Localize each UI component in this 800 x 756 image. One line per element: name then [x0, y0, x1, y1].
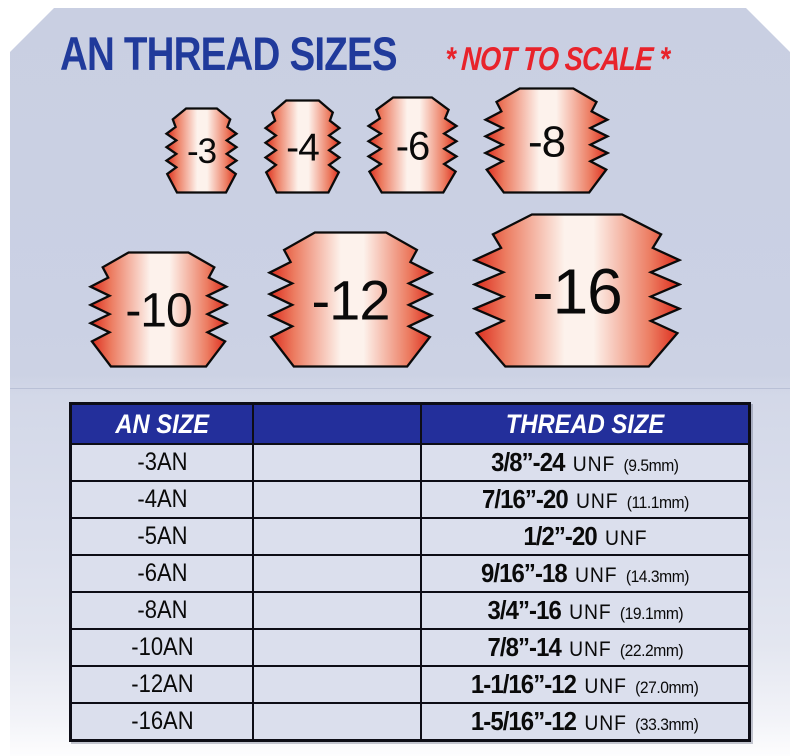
fitting-size-label: -16	[532, 255, 622, 327]
an-fitting-icon: -16	[472, 212, 682, 369]
thread-size-cell: 7/16”-20 UNF (11.1mm)	[421, 481, 750, 518]
panel-divider	[10, 388, 790, 389]
fitting-4-illustration: -4	[263, 98, 342, 195]
thread-standard: UNF	[584, 712, 628, 735]
thread-fraction: 3/4”-16	[487, 595, 561, 625]
page-title: AN THREAD SIZES	[60, 27, 397, 80]
an-size-cell: -10AN	[71, 629, 254, 666]
table-row: -3AN 3/8”-24 UNF (9.5mm)	[71, 444, 750, 481]
header: AN THREAD SIZES * NOT TO SCALE *	[10, 8, 790, 81]
empty-cell	[253, 666, 421, 703]
an-size-cell: -12AN	[71, 666, 254, 703]
thread-fraction: 7/8”-14	[487, 632, 561, 662]
fitting-10-illustration: -10	[88, 250, 229, 369]
an-fitting-icon: -10	[88, 250, 229, 369]
empty-cell	[253, 703, 421, 741]
thread-fraction: 7/16”-20	[481, 484, 568, 514]
thread-size-cell: 3/4”-16 UNF (19.1mm)	[421, 592, 750, 629]
thread-fraction: 1-5/16”-12	[471, 706, 577, 736]
an-size-cell: -6AN	[71, 555, 254, 592]
an-size-cell: -16AN	[71, 703, 254, 741]
table-header-row: AN SIZE THREAD SIZE	[71, 404, 750, 445]
table-row: -8AN 3/4”-16 UNF (19.1mm)	[71, 592, 750, 629]
empty-cell	[253, 518, 421, 555]
table-row: -4AN 7/16”-20 UNF (11.1mm)	[71, 481, 750, 518]
fitting-12-illustration: -12	[267, 230, 434, 369]
an-size-cell: -3AN	[71, 444, 254, 481]
thread-fraction: 1/2”-20	[522, 521, 597, 551]
table-row: -6AN 9/16”-18 UNF (14.3mm)	[71, 555, 750, 592]
thread-mm-equivalent: (9.5mm)	[623, 456, 679, 475]
thread-fraction: 1-1/16”-12	[471, 669, 577, 699]
thread-standard: UNF	[584, 675, 628, 698]
not-to-scale-note: * NOT TO SCALE *	[443, 40, 670, 77]
fitting-size-label: -6	[396, 124, 430, 168]
table-row: -12AN 1-1/16”-12 UNF (27.0mm)	[71, 666, 750, 703]
empty-cell	[253, 592, 421, 629]
thread-size-cell: 1-5/16”-12 UNF (33.3mm)	[421, 703, 750, 741]
fittings-row-large: -10 -12 -16	[10, 217, 790, 369]
empty-cell	[253, 481, 421, 518]
main-panel: AN THREAD SIZES * NOT TO SCALE * -3 -4 -6-…	[10, 8, 790, 756]
thread-size-cell: 3/8”-24 UNF (9.5mm)	[421, 444, 750, 481]
fitting-size-label: -10	[125, 285, 191, 338]
table-row: -5AN 1/2”-20 UNF	[71, 518, 750, 555]
thread-standard: UNF	[604, 527, 648, 550]
fitting-3-illustration: -3	[164, 106, 239, 195]
thread-mm-equivalent: (14.3mm)	[625, 567, 690, 586]
thread-standard: UNF	[568, 638, 612, 661]
col-header-an-size: AN SIZE	[71, 404, 254, 445]
thread-standard: UNF	[575, 564, 618, 587]
thread-fraction: 3/8”-24	[491, 447, 565, 477]
fitting-size-label: -3	[187, 132, 216, 171]
thread-standard: UNF	[572, 453, 616, 476]
table-row: -16AN 1-5/16”-12 UNF (33.3mm)	[71, 703, 750, 741]
thread-mm-equivalent: (11.1mm)	[626, 493, 689, 512]
an-size-cell: -5AN	[71, 518, 254, 555]
fitting-8-illustration: -8	[483, 86, 610, 195]
an-fitting-icon: -6	[366, 95, 459, 195]
thread-fraction: 9/16”-18	[480, 558, 567, 588]
thread-mm-equivalent: (22.2mm)	[619, 641, 683, 660]
an-fitting-icon: -4	[263, 98, 342, 195]
fittings-row-small: -3 -4 -6 -8	[10, 91, 790, 195]
fitting-6-illustration: -6	[366, 95, 459, 195]
an-fitting-icon: -8	[483, 86, 610, 195]
thread-mm-equivalent: (19.1mm)	[619, 604, 683, 623]
col-header-middle	[253, 404, 421, 445]
thread-standard: UNF	[575, 490, 619, 513]
empty-cell	[253, 555, 421, 592]
thread-size-cell: 1/2”-20 UNF	[421, 518, 750, 555]
empty-cell	[253, 629, 421, 666]
an-fitting-icon: -3	[164, 106, 239, 195]
thread-mm-equivalent: (33.3mm)	[635, 715, 699, 734]
an-size-cell: -8AN	[71, 592, 254, 629]
thread-size-cell: 7/8”-14 UNF (22.2mm)	[421, 629, 750, 666]
thread-mm-equivalent: (27.0mm)	[635, 678, 699, 697]
thread-size-cell: 9/16”-18 UNF (14.3mm)	[421, 555, 750, 592]
fitting-16-illustration: -16	[472, 212, 682, 369]
an-size-table: AN SIZE THREAD SIZE -3AN 3/8”-24 UNF (9.5mm…	[69, 402, 751, 742]
an-fitting-icon: -12	[267, 230, 434, 369]
fitting-size-label: -12	[312, 269, 390, 332]
an-size-cell: -4AN	[71, 481, 254, 518]
thread-standard: UNF	[568, 601, 612, 624]
thread-size-cell: 1-1/16”-12 UNF (27.0mm)	[421, 666, 750, 703]
col-header-thread-size: THREAD SIZE	[421, 404, 750, 445]
fitting-size-label: -8	[528, 117, 565, 166]
table-row: -10AN 7/8”-14 UNF (22.2mm)	[71, 629, 750, 666]
fitting-size-label: -4	[286, 126, 319, 169]
empty-cell	[253, 444, 421, 481]
